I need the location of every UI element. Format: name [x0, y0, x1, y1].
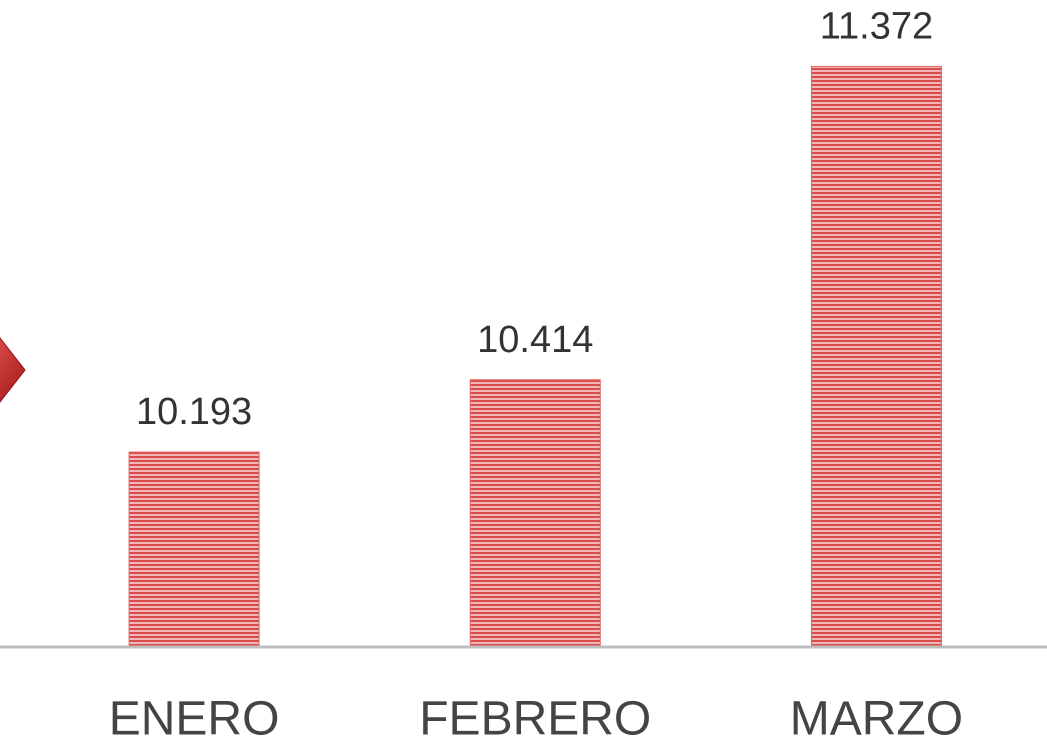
x-tick-label: MARZO [790, 693, 963, 746]
plot: ENERO 10.193 FEBRERO 10.414 MARZO 11.372 [0, 5, 1047, 746]
x-tick-label: ENERO [109, 693, 280, 746]
x-tick-label: FEBRERO [419, 693, 651, 746]
bar [128, 451, 260, 647]
value-label: 10.193 [136, 391, 252, 433]
diamond-decoration [0, 337, 26, 403]
value-label: 10.414 [477, 319, 593, 361]
value-label: 11.372 [820, 5, 933, 47]
bar [469, 379, 601, 647]
bar [810, 65, 942, 647]
